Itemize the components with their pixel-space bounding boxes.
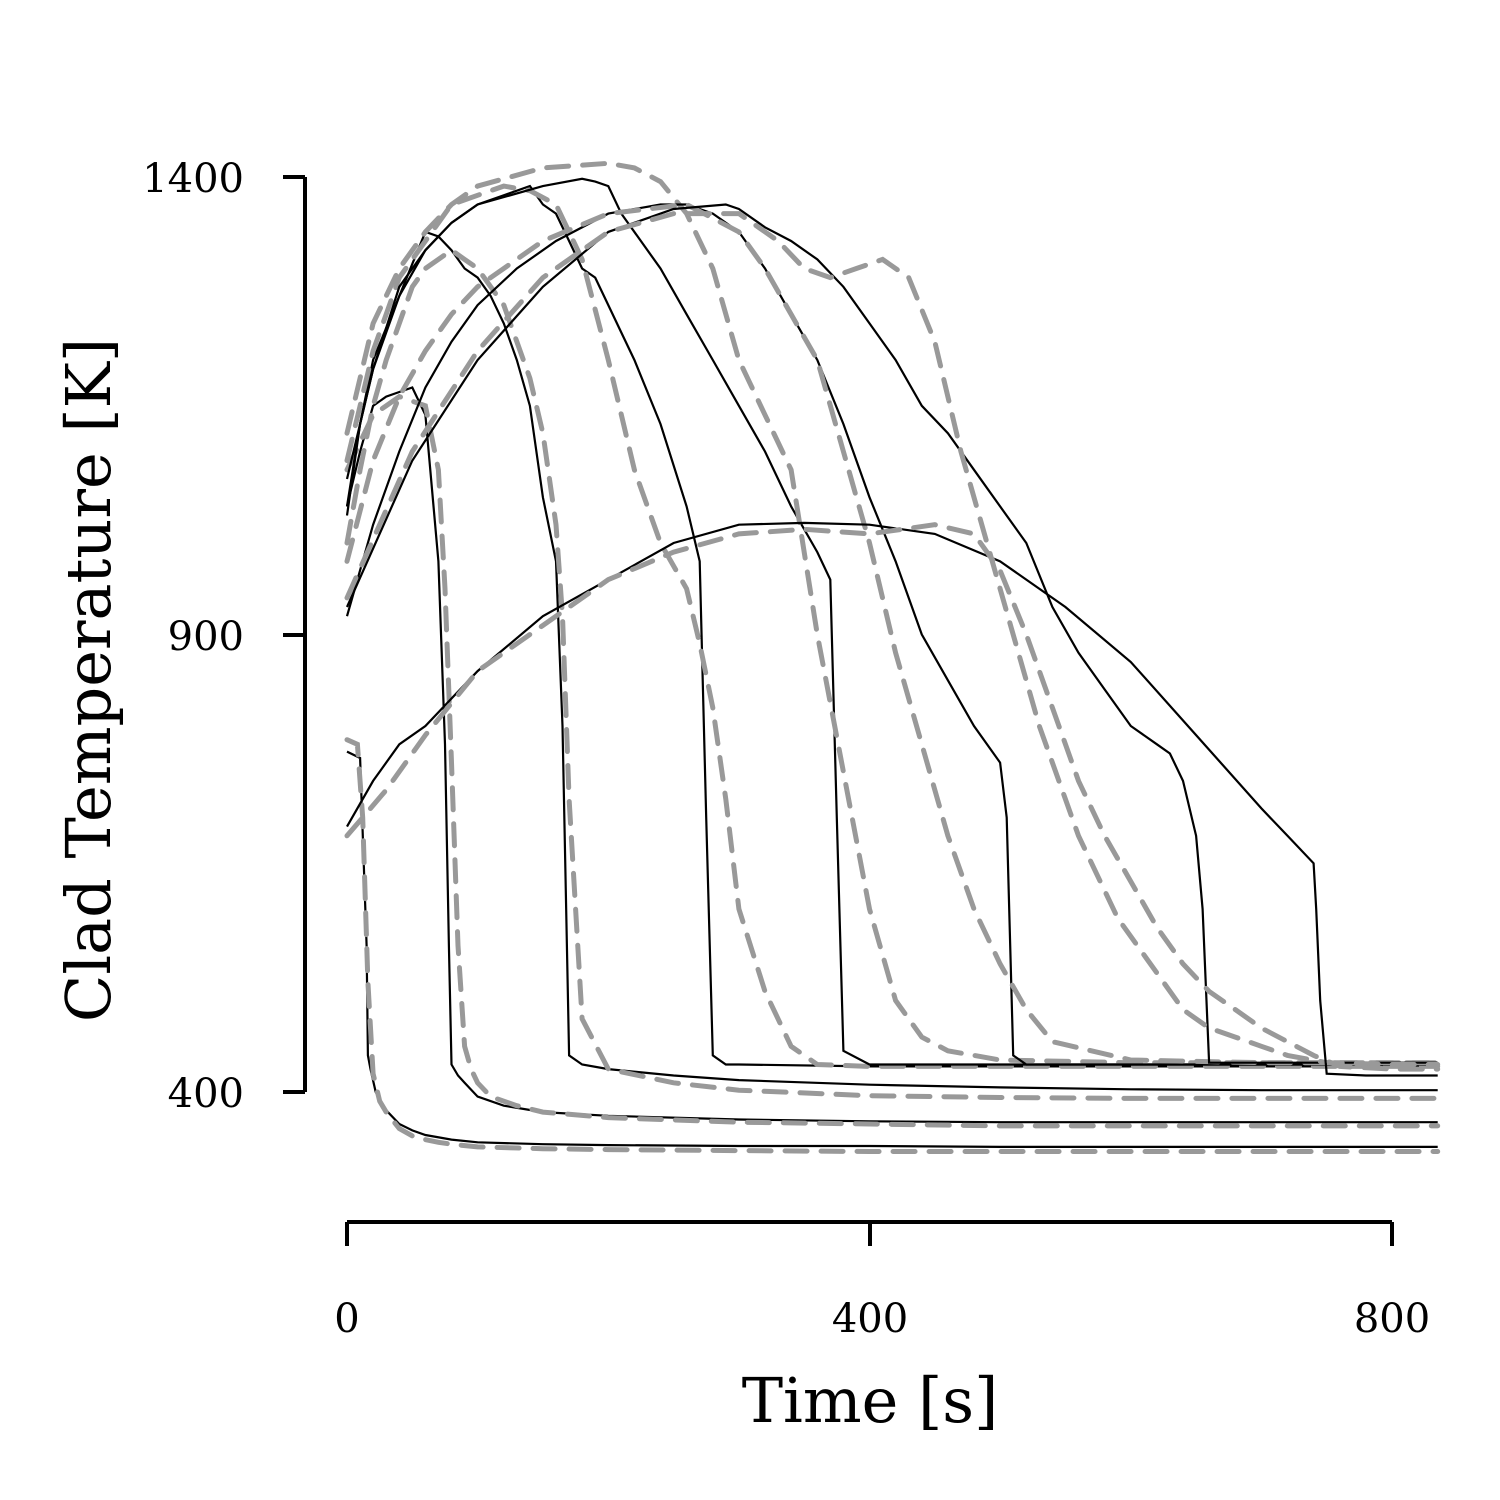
y-tick-label-900: 900: [168, 614, 244, 660]
y-tick-label-400: 400: [168, 1071, 244, 1117]
measured-line-2: [345, 386, 1438, 1124]
predicted-line-1: [344, 737, 1441, 1154]
predicted-line-11: [344, 201, 1441, 1066]
series-group: [344, 160, 1441, 1154]
y-tick-label-1400: 1400: [142, 156, 244, 202]
predicted-line-9: [344, 160, 1441, 1066]
predicted-line-7: [344, 183, 1441, 1069]
predicted-line-5: [344, 247, 1441, 1101]
predicted-line-15: [344, 522, 1441, 1072]
x-tick-label-800: 800: [1354, 1296, 1430, 1342]
y-axis-title: Clad Temperature [K]: [52, 338, 125, 1022]
x-tick-label-400: 400: [832, 1296, 908, 1342]
predicted-line-13: [344, 211, 1441, 1067]
x-axis-title: Time [s]: [742, 1364, 999, 1437]
measured-line-0: [346, 750, 1438, 1148]
measured-line-14: [346, 521, 1438, 1077]
measured-line-4: [345, 230, 1438, 1092]
predicted-line-3: [344, 393, 1441, 1129]
measured-line-8: [345, 177, 1438, 1066]
x-tick-label-0: 0: [334, 1296, 359, 1342]
measured-line-12: [345, 203, 1438, 1064]
